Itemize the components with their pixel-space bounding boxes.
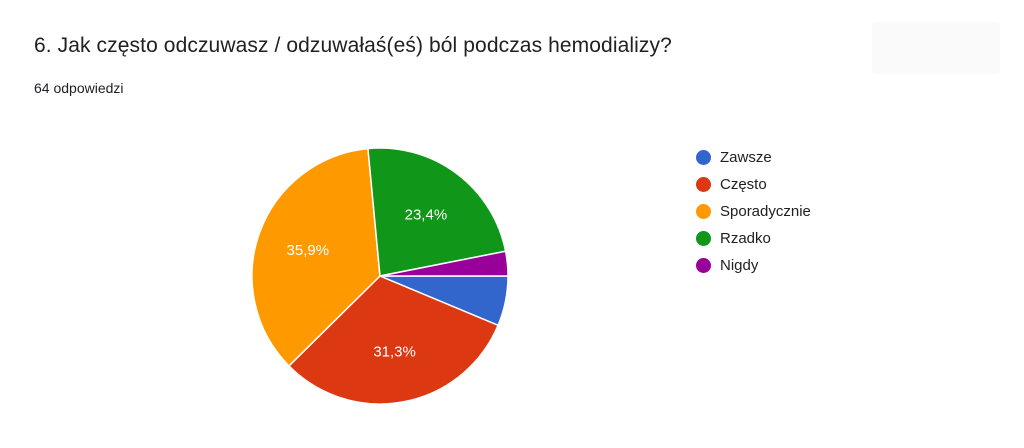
legend-swatch (696, 177, 711, 192)
legend-item-nigdy[interactable]: Nigdy (696, 252, 811, 279)
slice-label-często: 31,3% (373, 343, 416, 360)
legend-label: Nigdy (720, 257, 759, 274)
question-title: 6. Jak często odczuwasz / odzuwałaś(eś) … (34, 34, 672, 57)
legend-swatch (696, 231, 711, 246)
legend-label: Zawsze (720, 149, 772, 166)
slice-label-sporadycznie: 35,9% (287, 242, 330, 259)
legend-item-często[interactable]: Często (696, 171, 811, 198)
legend-swatch (696, 258, 711, 273)
legend-label: Sporadycznie (720, 203, 811, 220)
pie-slice-nigdy[interactable] (379, 250, 509, 277)
pie-slice-rzadko[interactable] (367, 147, 507, 277)
legend-swatch (696, 204, 711, 219)
pie-slice-często[interactable] (287, 275, 500, 405)
chart-legend: Zawsze Często Sporadycznie Rzadko Nigdy (696, 144, 811, 279)
copy-chart-button[interactable] (872, 22, 1000, 74)
response-count: 64 odpowiedzi (34, 80, 124, 96)
slice-label-rzadko: 23,4% (405, 206, 448, 223)
legend-item-sporadycznie[interactable]: Sporadycznie (696, 198, 811, 225)
legend-label: Często (720, 176, 767, 193)
legend-item-rzadko[interactable]: Rzadko (696, 225, 811, 252)
legend-item-zawsze[interactable]: Zawsze (696, 144, 811, 171)
legend-label: Rzadko (720, 230, 771, 247)
pie-slice-sporadycznie[interactable] (251, 147, 381, 368)
legend-swatch (696, 150, 711, 165)
